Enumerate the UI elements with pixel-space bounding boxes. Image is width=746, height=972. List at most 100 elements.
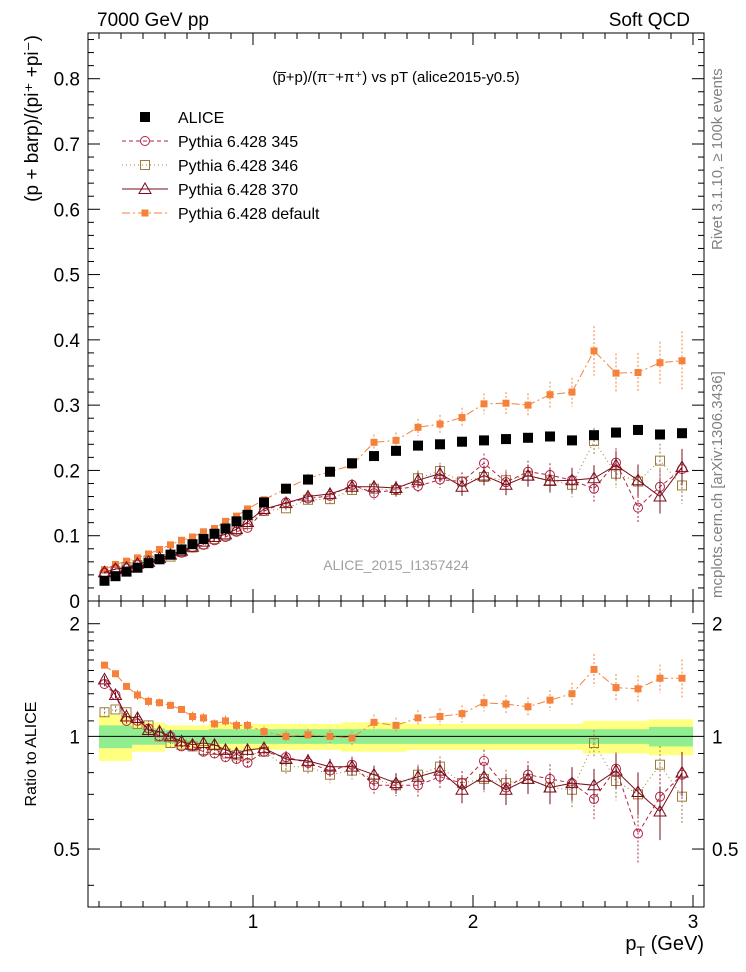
header-right: Soft QCD (609, 10, 690, 31)
ratio-point-pythia-6-428-370 (675, 765, 689, 778)
main-plot-ylabel: (p + barp)/(pi⁺ +pi⁻) (22, 35, 43, 202)
ratio-point-pythia-6-428-default (546, 696, 554, 704)
point-alice (303, 474, 313, 485)
ratio-point-pythia-6-428-370 (257, 741, 271, 754)
main-ytick-label: 0.1 (54, 527, 80, 548)
ratio-point-pythia-6-428-default (260, 728, 268, 736)
series-line-pythia-6-428-345 (104, 461, 683, 574)
main-ytick-label: 0 (69, 592, 80, 613)
ratio-point-pythia-6-428-370 (207, 737, 222, 750)
point-pythia-6-428-370 (499, 477, 513, 490)
legend-label: Pythia 6.428 default (178, 206, 320, 223)
main-plot-title: (p̅+p)/(π⁻+π⁺) vs pT (alice2015-y0.5) (272, 69, 519, 86)
ratio-band-layer (99, 715, 693, 761)
point-pythia-6-428-default (568, 388, 576, 396)
ratio-ytick-label-right: 2 (712, 615, 723, 636)
ratio-point-pythia-6-428-default (634, 685, 642, 693)
legend-entry-alice: ALICE (140, 110, 224, 127)
point-pythia-6-428-default (200, 528, 207, 536)
ratio-point-pythia-6-428-370 (130, 710, 145, 723)
header-left: 7000 GeV pp (97, 10, 209, 31)
point-pythia-6-428-default (678, 357, 686, 365)
x-tick-label: 2 (468, 912, 479, 933)
ratio-point-pythia-6-428-default (568, 690, 576, 698)
ratio-point-pythia-6-428-370 (196, 735, 211, 749)
ratio-point-pythia-6-428-default (189, 713, 196, 721)
series-line-pythia-6-428-370 (104, 464, 683, 573)
ratio-point-pythia-6-428-default (524, 703, 532, 711)
point-alice (198, 533, 209, 544)
ratio-series-pythia-6-428-default (101, 654, 686, 746)
ratio-point-pythia-6-428-370 (97, 672, 112, 685)
point-pythia-6-428-370 (653, 489, 667, 502)
main-ytick-label: 0.7 (54, 135, 80, 156)
point-alice (259, 497, 269, 508)
point-alice (611, 427, 621, 438)
point-pythia-6-428-370 (587, 471, 601, 484)
ratio-point-pythia-6-428-370 (279, 751, 293, 765)
point-pythia-6-428-default (244, 505, 251, 513)
ratio-point-pythia-6-428-370 (587, 778, 601, 791)
point-pythia-6-428-370 (389, 481, 403, 494)
legend: ALICE Pythia 6.428 345 Pythia 6.428 346 Pyt… (122, 110, 320, 223)
ratio-point-pythia-6-428-370 (218, 742, 233, 755)
point-pythia-6-428-default (590, 347, 598, 355)
ratio-point-pythia-6-428-346 (589, 738, 599, 749)
ratio-point-pythia-6-428-370 (543, 780, 557, 793)
ratio-line-pythia-6-428-default (104, 664, 682, 739)
point-pythia-6-428-default (502, 399, 510, 407)
x-tick-label: 1 (248, 912, 259, 933)
ratio-point-pythia-6-428-default (156, 699, 163, 707)
main-ytick-label: 0.6 (54, 200, 80, 221)
main-plot-data-layer (97, 326, 689, 586)
point-pythia-6-428-370 (411, 473, 425, 486)
x-axis-label: pT (GeV) (625, 933, 704, 959)
point-alice (501, 434, 511, 445)
ratio-point-pythia-6-428-346 (110, 704, 121, 715)
point-pythia-6-428-default (414, 423, 422, 431)
ratio-point-pythia-6-428-default (134, 691, 141, 699)
point-pythia-6-428-370 (279, 496, 293, 509)
point-pythia-6-428-370 (455, 479, 469, 492)
legend-marker (140, 112, 150, 122)
point-pythia-6-428-370 (229, 522, 244, 535)
point-alice (589, 430, 599, 441)
ratio-point-pythia-6-428-default (458, 710, 466, 718)
ratio-ytick-label: 1 (69, 727, 80, 748)
point-pythia-6-428-default (524, 401, 532, 409)
ratio-line-pythia-6-428-370 (104, 679, 683, 813)
legend-entry-pythia-6-428-346: Pythia 6.428 346 (122, 158, 298, 175)
point-pythia-6-428-370 (565, 473, 579, 486)
ratio-point-pythia-6-428-370 (433, 763, 447, 776)
ratio-point-pythia-6-428-370 (301, 753, 315, 766)
point-alice (154, 554, 165, 565)
ratio-point-pythia-6-428-346 (655, 759, 665, 770)
point-pythia-6-428-370 (609, 458, 623, 471)
ratio-point-pythia-6-428-default (211, 720, 218, 728)
main-ytick-label: 0.2 (54, 461, 80, 482)
point-alice (325, 466, 335, 477)
ratio-point-pythia-6-428-370 (119, 709, 134, 722)
ratio-point-pythia-6-428-default (200, 714, 207, 722)
point-pythia-6-428-370 (218, 527, 233, 540)
point-pythia-6-428-346 (655, 455, 665, 466)
point-pythia-6-428-default (634, 368, 642, 376)
point-alice (132, 562, 143, 573)
point-pythia-6-428-default (156, 545, 163, 553)
point-alice (391, 445, 401, 456)
point-alice (545, 431, 555, 442)
ratio-point-pythia-6-428-345 (242, 757, 253, 768)
ratio-point-pythia-6-428-370 (323, 759, 337, 772)
point-alice (165, 549, 176, 560)
point-pythia-6-428-370 (367, 479, 381, 492)
point-pythia-6-428-370 (477, 468, 491, 481)
ratio-point-pythia-6-428-370 (499, 782, 513, 795)
point-alice (143, 558, 154, 569)
point-alice (567, 435, 577, 446)
ratio-plot-panel: 1 2 3 0.5 0.5 1 1 2 2 Ratio to ALICE (23, 600, 738, 933)
ratio-point-pythia-6-428-370 (174, 734, 189, 747)
ratio-point-pythia-6-428-default (101, 661, 108, 669)
main-ytick-label: 0.4 (54, 331, 81, 352)
